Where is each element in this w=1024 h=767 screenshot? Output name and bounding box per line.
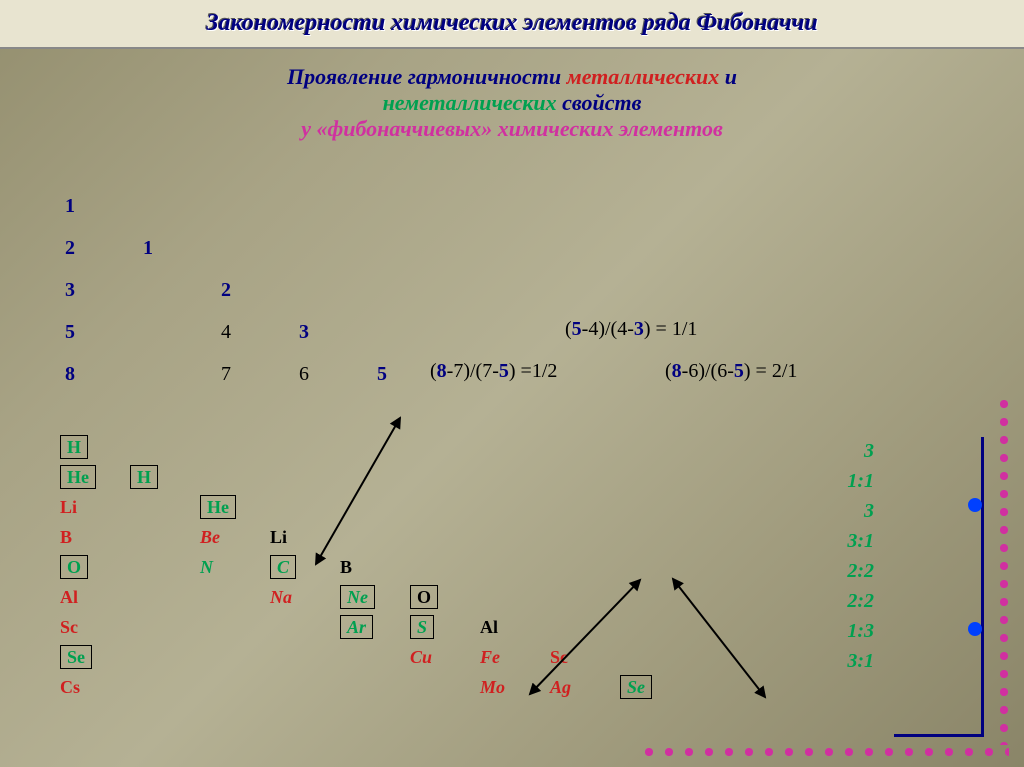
marker-dot [968, 622, 982, 636]
element-symbol: Cs [60, 677, 80, 698]
elem-row: Se Cu Fe Sc [60, 642, 690, 672]
ratio-value: 3:1 [847, 650, 874, 680]
element-symbol: Al [60, 587, 78, 608]
element-symbol: Mo [480, 677, 505, 698]
elem-row: Sc Ar S Al [60, 612, 690, 642]
subtitle-part: металлических [561, 64, 719, 89]
num-row: 21 [65, 227, 455, 269]
num-row: 32 [65, 269, 455, 311]
page-title: Закономерности химических элементов ряда… [15, 10, 1009, 37]
element-symbol: B [60, 527, 72, 548]
element-symbol: Fe [480, 647, 500, 668]
element-symbol: H [60, 435, 88, 459]
subtitle: Проявление гармоничности металлических и… [0, 64, 1024, 142]
num-row: 543 [65, 311, 455, 353]
num-row: 8765 [65, 353, 455, 395]
decorative-dots-vertical [999, 395, 1009, 745]
elem-row: He H [60, 462, 690, 492]
elem-row: B Be Li [60, 522, 690, 552]
element-symbol: Al [480, 617, 498, 638]
element-symbol: Ar [340, 615, 373, 639]
subtitle-part: у «фибоначчиевых» химических элементов [301, 116, 723, 141]
subtitle-part: Проявление гармоничности [287, 64, 561, 89]
elem-row: Li He [60, 492, 690, 522]
element-symbol: Ag [550, 677, 571, 698]
element-symbol: Cu [410, 647, 432, 668]
element-symbol: N [200, 557, 213, 578]
element-triangle: H He H Li He B Be Li O N C B Al Na Ne O Sc Ar S Al Se Cu Fe Sc C… [60, 432, 690, 702]
element-symbol: H [130, 465, 158, 489]
subtitle-part: и [719, 64, 737, 89]
ratio-value: 1:3 [847, 620, 874, 650]
ratio-value: 3 [847, 500, 874, 530]
ratio-column: 31:133:12:22:21:33:1 [847, 440, 874, 680]
ratio-expr: (8-6)/(6-5) = 2/1 [665, 360, 797, 383]
decorative-dots-horizontal [639, 747, 1009, 757]
element-symbol: Li [60, 497, 77, 518]
element-symbol: Sc [60, 617, 78, 638]
subtitle-part: неметаллических [383, 90, 557, 115]
ratio-value: 3 [847, 440, 874, 470]
num-row: 1 [65, 185, 455, 227]
element-symbol: Sc [550, 647, 568, 668]
subtitle-part: свойств [557, 90, 642, 115]
elem-row: ONCB [60, 552, 690, 582]
element-symbol: Ne [340, 585, 375, 609]
element-symbol: He [60, 465, 96, 489]
element-symbol: Na [270, 587, 292, 608]
elem-row: Cs Mo Ag Se [60, 672, 690, 702]
element-symbol: He [200, 495, 236, 519]
title-bar: Закономерности химических элементов ряда… [0, 0, 1024, 49]
ratio-value: 2:2 [847, 590, 874, 620]
elem-row: Al Na Ne O [60, 582, 690, 612]
ratio-value: 3:1 [847, 530, 874, 560]
element-symbol: S [410, 615, 434, 639]
element-symbol: C [270, 555, 296, 579]
elem-row: H [60, 432, 690, 462]
ratio-expr: (8-7)/(7-5) =1/2 [430, 360, 557, 383]
element-symbol: B [340, 557, 352, 578]
element-symbol: O [60, 555, 88, 579]
marker-dot [968, 498, 982, 512]
axis-line-vertical [981, 437, 984, 737]
element-symbol: Li [270, 527, 287, 548]
element-symbol: Se [620, 675, 652, 699]
axis-line-horizontal [894, 734, 984, 737]
element-symbol: Be [200, 527, 220, 548]
ratio-expr: (5-4)/(4-3) = 1/1 [565, 318, 697, 341]
ratio-value: 2:2 [847, 560, 874, 590]
number-triangle: 1 21 32 543 8765 [65, 185, 455, 395]
ratio-value: 1:1 [847, 470, 874, 500]
element-symbol: Se [60, 645, 92, 669]
element-symbol: O [410, 585, 438, 609]
